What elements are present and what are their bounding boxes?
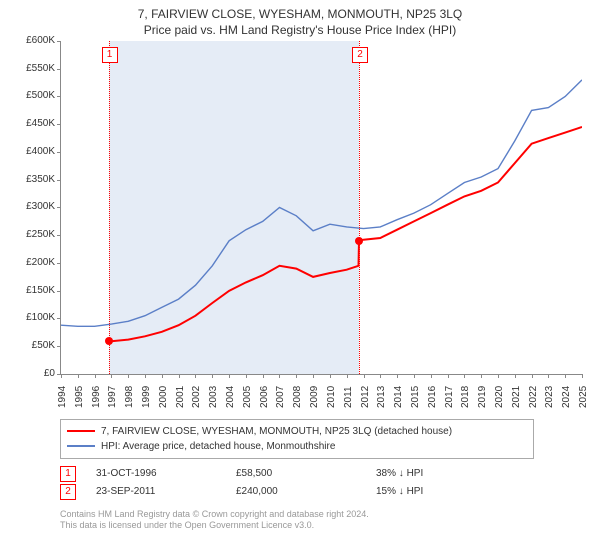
reference-badge: 2 bbox=[352, 47, 368, 63]
event-row: 2 23-SEP-2011£240,00015% ↓ HPI bbox=[60, 483, 590, 501]
event-date: 23-SEP-2011 bbox=[96, 483, 236, 501]
reference-badge: 1 bbox=[102, 47, 118, 63]
footer-line-1: Contains HM Land Registry data © Crown c… bbox=[60, 509, 590, 521]
legend-swatch-1 bbox=[67, 430, 95, 432]
legend-label-2: HPI: Average price, detached house, Monm… bbox=[101, 439, 335, 454]
plot-region: £0£50K£100K£150K£200K£250K£300K£350K£400… bbox=[60, 41, 582, 375]
event-price: £240,000 bbox=[236, 483, 376, 501]
footer-line-2: This data is licensed under the Open Gov… bbox=[60, 520, 590, 532]
reference-line bbox=[359, 41, 360, 374]
price-marker bbox=[105, 337, 113, 345]
price-marker bbox=[355, 237, 363, 245]
events-table: 1 31-OCT-1996£58,50038% ↓ HPI 2 23-SEP-2011… bbox=[60, 465, 590, 501]
series-line bbox=[109, 127, 582, 342]
line-series-svg bbox=[61, 41, 582, 374]
event-badge: 2 bbox=[60, 484, 76, 500]
legend-item-2: HPI: Average price, detached house, Monm… bbox=[67, 439, 527, 454]
reference-line bbox=[109, 41, 110, 374]
legend-label-1: 7, FAIRVIEW CLOSE, WYESHAM, MONMOUTH, NP… bbox=[101, 424, 452, 439]
event-date: 31-OCT-1996 bbox=[96, 465, 236, 483]
event-diff: 38% ↓ HPI bbox=[376, 465, 516, 483]
chart-area: £0£50K£100K£150K£200K£250K£300K£350K£400… bbox=[10, 41, 590, 411]
series-line bbox=[61, 80, 582, 326]
chart-title-line2: Price paid vs. HM Land Registry's House … bbox=[10, 23, 590, 37]
event-diff: 15% ↓ HPI bbox=[376, 483, 516, 501]
chart-title-line1: 7, FAIRVIEW CLOSE, WYESHAM, MONMOUTH, NP… bbox=[10, 6, 590, 23]
legend-swatch-2 bbox=[67, 445, 95, 447]
event-price: £58,500 bbox=[236, 465, 376, 483]
event-badge: 1 bbox=[60, 466, 76, 482]
event-row: 1 31-OCT-1996£58,50038% ↓ HPI bbox=[60, 465, 590, 483]
legend-box: 7, FAIRVIEW CLOSE, WYESHAM, MONMOUTH, NP… bbox=[60, 419, 534, 459]
legend-item-1: 7, FAIRVIEW CLOSE, WYESHAM, MONMOUTH, NP… bbox=[67, 424, 527, 439]
footer-attribution: Contains HM Land Registry data © Crown c… bbox=[60, 509, 590, 532]
